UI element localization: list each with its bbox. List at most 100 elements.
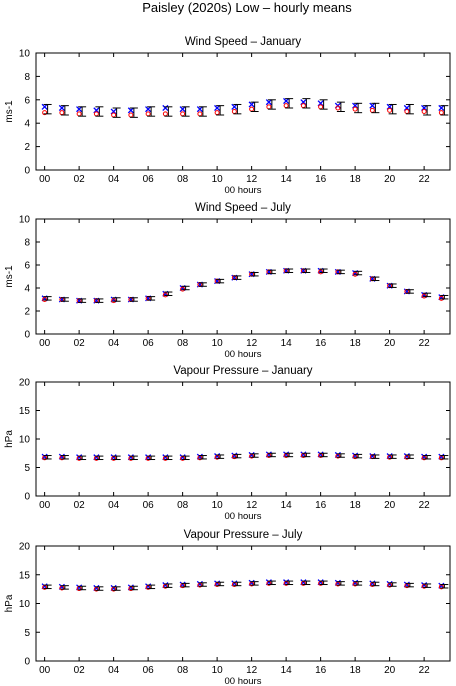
y-tick-label: 0: [24, 657, 30, 668]
data-point-o: [387, 107, 393, 113]
data-point-x: [41, 103, 48, 110]
x-tick-label: 06: [143, 500, 155, 511]
x-tick-label: 00: [39, 665, 51, 676]
y-tick-label: 2: [24, 142, 30, 153]
x-tick-label: 06: [143, 338, 155, 349]
y-tick-label: 10: [19, 49, 31, 60]
data-point-x: [283, 97, 290, 105]
data-point-x: [179, 106, 186, 113]
x-tick-label: 18: [350, 338, 362, 349]
x-tick-label: 12: [246, 338, 258, 349]
chart-title: Vapour Pressure – July: [184, 529, 303, 541]
y-tick-label: 10: [19, 599, 31, 610]
y-tick-label: 5: [24, 463, 30, 474]
x-axis-label: 00 hours: [225, 349, 262, 360]
x-tick-label: 16: [315, 174, 327, 185]
x-tick-label: 20: [384, 500, 396, 511]
y-axis-label: ms-1: [4, 100, 15, 123]
data-point-x: [369, 102, 376, 109]
x-tick-label: 14: [281, 500, 293, 511]
y-tick-label: 4: [24, 119, 30, 130]
data-point-x: [231, 103, 238, 110]
x-tick-label: 16: [315, 338, 327, 349]
data-point-o: [318, 269, 324, 275]
y-tick-label: 15: [19, 406, 31, 417]
chart-panel-3: Vapour Pressure – January 0 5 10 15 20 00 02 04 0…: [4, 365, 451, 522]
data-point-x: [214, 104, 221, 112]
x-tick-label: 22: [419, 500, 431, 511]
y-tick-label: 10: [19, 435, 31, 446]
data-point-x: [162, 104, 169, 112]
x-axis-label: 00 hours: [225, 676, 262, 686]
x-tick-label: 08: [177, 338, 189, 349]
plot-frame: [35, 218, 451, 335]
y-tick-label: 0: [24, 492, 30, 503]
plot-frame: [35, 381, 451, 497]
x-tick-label: 02: [74, 500, 86, 511]
x-tick-label: 16: [315, 500, 327, 511]
data-point-x: [127, 107, 134, 114]
data-point-x: [76, 106, 83, 113]
x-tick-label: 12: [246, 174, 258, 185]
x-tick-label: 00: [39, 174, 51, 185]
x-tick-label: 10: [212, 665, 224, 676]
data-point-x: [196, 106, 203, 113]
x-tick-label: 10: [212, 338, 224, 349]
x-tick-label: 10: [212, 174, 224, 185]
series-errorbar: [43, 268, 449, 303]
y-tick-label: 0: [24, 166, 30, 177]
plot-frame: [35, 52, 451, 171]
x-tick-label: 10: [212, 500, 224, 511]
y-tick-label: 2: [24, 307, 30, 318]
data-point-o: [42, 110, 48, 116]
data-point-o: [421, 293, 427, 299]
x-tick-label: 04: [108, 338, 120, 349]
x-tick-label: 06: [143, 665, 155, 676]
x-tick-label: 20: [384, 338, 396, 349]
data-point-o: [162, 292, 168, 298]
y-axis-label: hPa: [4, 594, 15, 612]
y-tick-label: 20: [19, 542, 31, 553]
y-tick-label: 8: [24, 238, 30, 249]
x-tick-label: 18: [350, 665, 362, 676]
x-tick-label: 04: [108, 665, 120, 676]
series-errorbar: [43, 98, 449, 118]
data-point-o: [352, 106, 358, 112]
x-axis-label: 00 hours: [225, 185, 262, 196]
chart-title: Vapour Pressure – January: [173, 365, 312, 377]
chart-panel-4: Vapour Pressure – July 0 5 10 15 20 00 02 04 06 08…: [4, 529, 451, 686]
y-axis-label: hPa: [4, 430, 15, 448]
data-point-o: [438, 295, 444, 301]
y-tick-label: 6: [24, 95, 30, 106]
y-tick-label: 5: [24, 628, 30, 639]
data-point-o: [421, 109, 427, 114]
series-errorbar: [43, 580, 449, 591]
x-tick-label: 04: [108, 500, 120, 511]
data-point-o: [180, 286, 186, 292]
chart-title: Wind Speed – January: [185, 36, 302, 48]
x-tick-label: 16: [315, 665, 327, 676]
x-tick-label: 08: [177, 174, 189, 185]
y-tick-label: 0: [24, 330, 30, 341]
x-tick-label: 22: [419, 174, 431, 185]
x-axis-label: 00 hours: [225, 511, 262, 522]
data-point-x: [145, 106, 152, 113]
y-tick-label: 20: [19, 378, 31, 389]
data-point-x: [248, 101, 255, 108]
x-tick-label: 02: [74, 174, 86, 185]
plot-frame: [35, 545, 451, 662]
x-tick-label: 14: [281, 665, 293, 676]
y-tick-label: 6: [24, 261, 30, 272]
x-tick-label: 18: [350, 500, 362, 511]
data-point-x: [438, 104, 445, 112]
data-point-o: [352, 271, 358, 277]
data-point-o: [42, 297, 48, 302]
x-tick-label: 20: [384, 665, 396, 676]
x-tick-label: 02: [74, 665, 86, 676]
y-tick-label: 4: [24, 284, 30, 295]
x-tick-label: 20: [384, 174, 396, 185]
x-tick-label: 02: [74, 338, 86, 349]
x-tick-label: 12: [246, 665, 258, 676]
